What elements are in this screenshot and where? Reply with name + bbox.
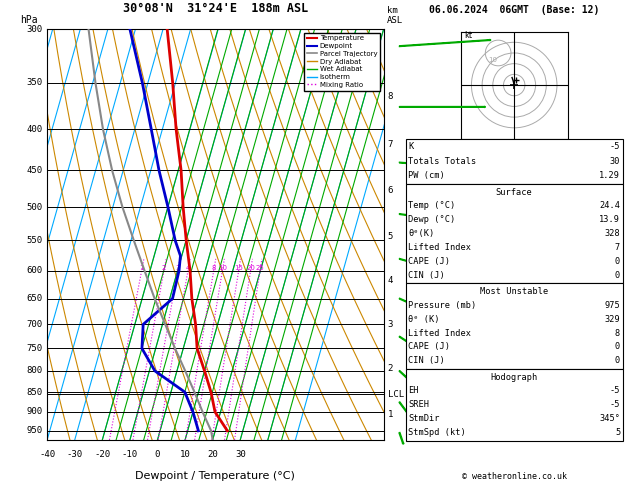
Text: hPa: hPa (20, 15, 38, 25)
Text: 8: 8 (211, 265, 216, 271)
Text: K: K (408, 142, 413, 152)
Text: 500: 500 (26, 203, 43, 211)
Text: 1: 1 (387, 410, 393, 419)
Text: 30°08'N  31°24'E  188m ASL: 30°08'N 31°24'E 188m ASL (123, 1, 308, 15)
Text: 450: 450 (26, 166, 43, 175)
Text: 750: 750 (26, 344, 43, 353)
Text: 0: 0 (615, 257, 620, 266)
Text: 329: 329 (604, 314, 620, 324)
Text: PW (cm): PW (cm) (408, 171, 445, 180)
Text: -20: -20 (94, 450, 111, 459)
Text: θᵉ (K): θᵉ (K) (408, 314, 440, 324)
Text: 900: 900 (26, 407, 43, 417)
Text: 3: 3 (175, 265, 180, 271)
Text: 6: 6 (387, 186, 393, 195)
Text: 650: 650 (26, 294, 43, 303)
Text: CAPE (J): CAPE (J) (408, 342, 450, 351)
Text: 30: 30 (235, 450, 246, 459)
Text: 300: 300 (26, 25, 43, 34)
Text: Pressure (mb): Pressure (mb) (408, 301, 477, 310)
Text: 975: 975 (604, 301, 620, 310)
Text: 400: 400 (26, 125, 43, 134)
Text: 2: 2 (162, 265, 166, 271)
Text: -5: -5 (610, 400, 620, 409)
Text: -10: -10 (122, 450, 138, 459)
Text: 550: 550 (26, 236, 43, 245)
Text: © weatheronline.co.uk: © weatheronline.co.uk (462, 472, 567, 481)
Text: 0: 0 (155, 450, 160, 459)
Text: StmSpd (kt): StmSpd (kt) (408, 428, 466, 437)
Text: SREH: SREH (408, 400, 429, 409)
Text: 4: 4 (387, 277, 393, 285)
Text: 0: 0 (615, 356, 620, 365)
Text: 20: 20 (208, 450, 218, 459)
Text: 4: 4 (186, 265, 190, 271)
Text: 3: 3 (387, 320, 393, 330)
Text: 328: 328 (604, 229, 620, 238)
Text: -5: -5 (610, 386, 620, 396)
Text: Hodograph: Hodograph (491, 372, 538, 382)
Text: θᵉ(K): θᵉ(K) (408, 229, 435, 238)
Text: Most Unstable: Most Unstable (480, 287, 548, 296)
Text: 24.4: 24.4 (599, 201, 620, 210)
Text: Surface: Surface (496, 188, 533, 197)
Text: 600: 600 (26, 266, 43, 275)
Text: 10: 10 (180, 450, 191, 459)
Text: 0: 0 (615, 342, 620, 351)
Text: 20: 20 (246, 265, 255, 271)
Text: -5: -5 (610, 142, 620, 152)
Text: 1: 1 (140, 265, 144, 271)
Text: 7: 7 (615, 243, 620, 252)
Text: 7: 7 (387, 140, 393, 149)
Text: 5: 5 (387, 232, 393, 241)
Text: 345°: 345° (599, 414, 620, 423)
Text: 350: 350 (26, 78, 43, 87)
Text: CAPE (J): CAPE (J) (408, 257, 450, 266)
Text: Dewp (°C): Dewp (°C) (408, 215, 455, 225)
Text: StmDir: StmDir (408, 414, 440, 423)
Text: Lifted Index: Lifted Index (408, 329, 471, 338)
Text: 850: 850 (26, 387, 43, 397)
Text: Lifted Index: Lifted Index (408, 243, 471, 252)
Text: -30: -30 (67, 450, 83, 459)
Text: 8: 8 (615, 329, 620, 338)
Text: 25: 25 (255, 265, 264, 271)
Text: LCL: LCL (387, 390, 404, 399)
Text: 10: 10 (489, 56, 498, 63)
Text: Totals Totals: Totals Totals (408, 156, 477, 166)
Text: CIN (J): CIN (J) (408, 356, 445, 365)
Text: 1.29: 1.29 (599, 171, 620, 180)
Text: 800: 800 (26, 366, 43, 375)
Text: km
ASL: km ASL (387, 6, 403, 25)
Text: 950: 950 (26, 426, 43, 435)
Text: 30: 30 (610, 156, 620, 166)
Text: 15: 15 (234, 265, 243, 271)
Text: Dewpoint / Temperature (°C): Dewpoint / Temperature (°C) (135, 470, 296, 481)
Legend: Temperature, Dewpoint, Parcel Trajectory, Dry Adiabat, Wet Adiabat, Isotherm, Mi: Temperature, Dewpoint, Parcel Trajectory… (304, 33, 380, 90)
Text: 8: 8 (387, 92, 393, 101)
Text: Mixing Ratio (g/kg): Mixing Ratio (g/kg) (409, 191, 418, 278)
Text: 2: 2 (387, 364, 393, 373)
Text: 06.06.2024  06GMT  (Base: 12): 06.06.2024 06GMT (Base: 12) (429, 4, 599, 15)
Text: Temp (°C): Temp (°C) (408, 201, 455, 210)
Text: 5: 5 (615, 428, 620, 437)
Text: 700: 700 (26, 320, 43, 329)
Text: -40: -40 (39, 450, 55, 459)
Text: 10: 10 (218, 265, 227, 271)
Text: EH: EH (408, 386, 419, 396)
Text: 13.9: 13.9 (599, 215, 620, 225)
Text: CIN (J): CIN (J) (408, 271, 445, 280)
Text: 0: 0 (615, 271, 620, 280)
Text: kt: kt (464, 31, 472, 40)
